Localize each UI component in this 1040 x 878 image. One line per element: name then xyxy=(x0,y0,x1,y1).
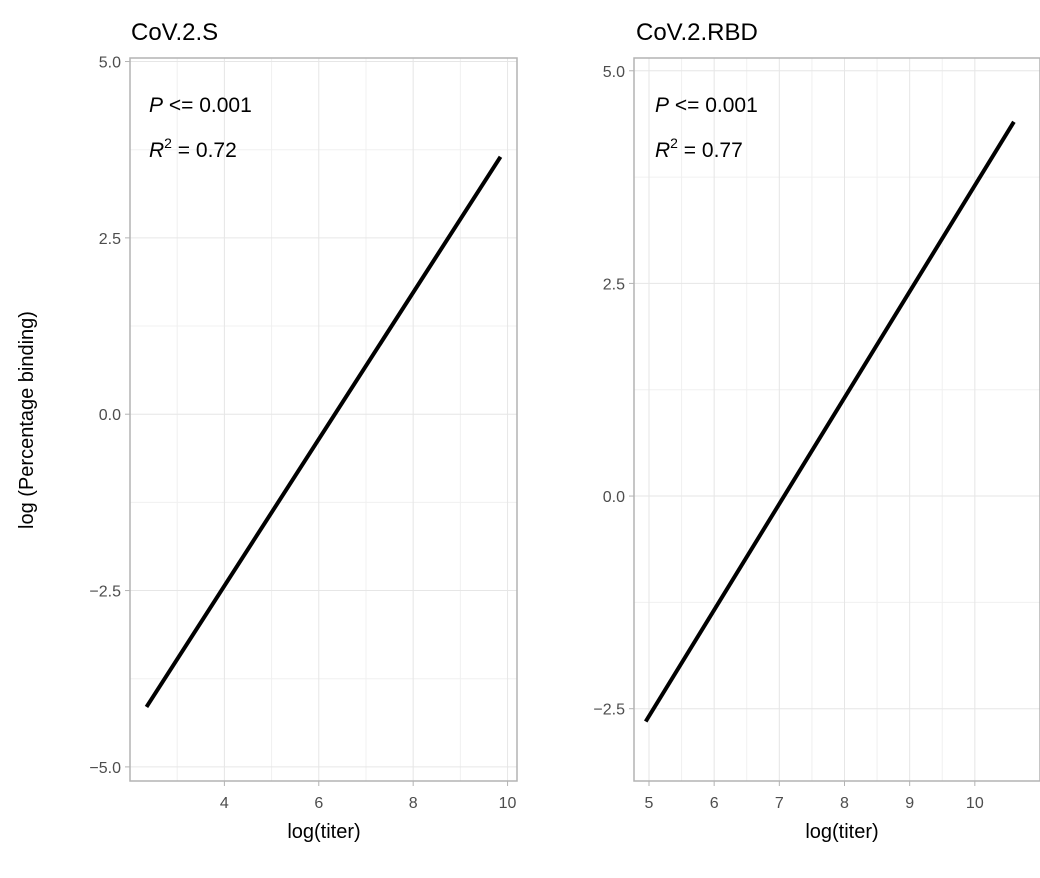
x-axis-title: log(titer) xyxy=(805,821,878,843)
y-tick-label: −2.5 xyxy=(89,584,121,601)
p-value-text: <= 0.001 xyxy=(669,94,758,117)
r-superscript: 2 xyxy=(164,135,172,151)
panel-cov2-s: 4 6 8 10 −5.0 −2.5 0.0 2.5 5.0 CoV.2.S log(titer) P… xyxy=(89,19,518,843)
panel-border xyxy=(633,57,1040,782)
r-squared-annotation: R2 = 0.72 xyxy=(149,135,237,162)
x-tick-label: 8 xyxy=(409,795,418,812)
x-tick-label: 9 xyxy=(905,795,914,812)
x-tick-label: 4 xyxy=(220,795,229,812)
x-tick-label: 6 xyxy=(710,795,719,812)
x-tick-label: 10 xyxy=(966,795,984,812)
panel-title: CoV.2.S xyxy=(131,19,218,46)
panel-border xyxy=(129,57,518,782)
p-value-text: <= 0.001 xyxy=(163,94,252,117)
p-value-annotation: P <= 0.001 xyxy=(655,94,758,117)
y-tick-label: 2.5 xyxy=(603,276,625,293)
r-squared-value: = 0.72 xyxy=(172,139,237,162)
x-tick-label: 6 xyxy=(314,795,323,812)
x-tick-label: 10 xyxy=(499,795,517,812)
regression-line xyxy=(643,120,1016,723)
p-symbol: P xyxy=(149,94,163,117)
x-tick-label: 7 xyxy=(775,795,784,812)
r-symbol: R xyxy=(149,139,164,162)
x-tick-label: 8 xyxy=(840,795,849,812)
y-tick-label: −5.0 xyxy=(89,760,121,777)
y-tick-label: 5.0 xyxy=(603,64,625,81)
x-axis-title: log(titer) xyxy=(287,821,360,843)
y-axis-title: log (Percentage binding) xyxy=(16,311,38,529)
y-tick-label: 2.5 xyxy=(99,231,121,248)
panel-title: CoV.2.RBD xyxy=(636,19,758,46)
r-squared-annotation: R2 = 0.77 xyxy=(655,135,743,162)
p-value-annotation: P <= 0.001 xyxy=(149,94,252,117)
x-tick-label: 5 xyxy=(645,795,654,812)
r-squared-value: = 0.77 xyxy=(678,139,743,162)
y-tick-label: 0.0 xyxy=(99,407,121,424)
regression-line xyxy=(144,155,503,708)
p-symbol: P xyxy=(655,94,669,117)
panel-cov2-rbd: 5 6 7 8 9 10 −2.5 0.0 2.5 5.0 CoV.2.RBD log(titer) P… xyxy=(593,19,1040,843)
y-tick-label: 5.0 xyxy=(99,55,121,72)
y-tick-label: −2.5 xyxy=(593,702,625,719)
r-superscript: 2 xyxy=(670,135,678,151)
r-symbol: R xyxy=(655,139,670,162)
y-tick-label: 0.0 xyxy=(603,489,625,506)
